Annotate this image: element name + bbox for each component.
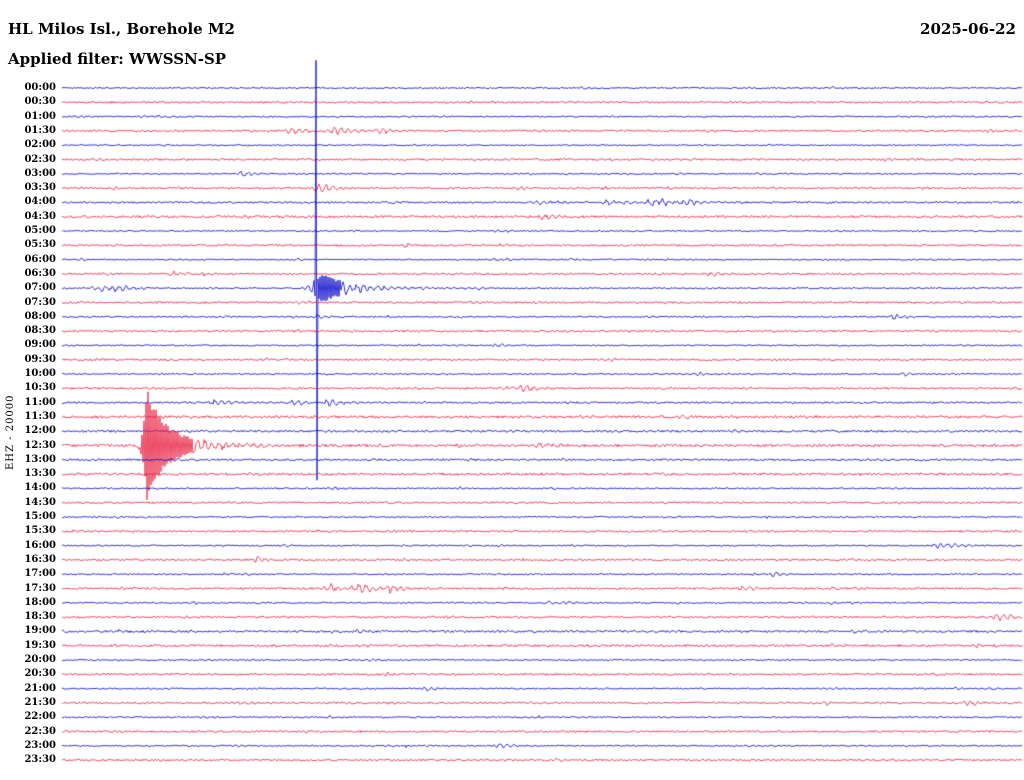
time-label: 08:30 [24,325,56,337]
time-label: 18:00 [24,596,56,608]
time-label: 07:30 [24,296,56,308]
time-label: 20:00 [24,654,56,665]
time-label: 08:00 [24,310,56,322]
time-label: 17:30 [24,582,56,594]
time-label: 01:30 [24,124,56,136]
time-label: 05:30 [24,239,56,251]
time-label: 04:00 [24,196,56,208]
time-label: 23:00 [24,739,56,751]
time-label: 09:00 [24,339,56,351]
time-label: 18:30 [24,611,56,623]
time-label: 13:00 [24,453,56,465]
time-label: 06:30 [24,267,56,279]
time-label: 20:30 [24,668,56,680]
time-label: 03:00 [24,167,56,179]
time-label: 02:30 [24,153,56,165]
time-label: 21:30 [24,696,56,708]
time-label: 09:30 [24,353,56,365]
time-label: 15:00 [24,511,56,522]
time-label: 07:00 [24,282,56,294]
time-label: 22:00 [24,711,56,723]
filter-label: Applied filter: WWSSN-SP [8,50,227,68]
time-label: 19:00 [24,625,56,637]
time-label: 21:00 [24,682,56,694]
time-label: 03:30 [24,182,56,194]
time-label: 11:00 [24,396,56,408]
time-label: 01:00 [24,110,56,122]
time-label: 06:00 [24,253,56,265]
time-label: 14:00 [24,482,56,494]
time-label: 04:30 [24,210,56,222]
time-label: 17:00 [24,568,56,580]
time-label: 10:00 [24,368,56,379]
time-label: 05:00 [24,225,56,236]
time-label: 13:30 [24,468,56,480]
time-label: 00:00 [24,82,56,93]
time-label: 16:00 [24,539,56,551]
station-title: HL Milos Isl., Borehole M2 [8,20,235,38]
time-label: 23:30 [24,754,56,766]
time-label: 16:30 [24,553,56,565]
record-date: 2025-06-22 [920,20,1016,38]
time-label: 00:30 [24,96,56,108]
time-label: 22:30 [24,725,56,737]
time-label: 14:30 [24,496,56,508]
time-label: 12:30 [24,439,56,451]
time-label: 02:00 [24,139,56,151]
time-label: 19:30 [24,639,56,651]
time-label: 11:30 [24,410,56,422]
time-label: 12:00 [24,425,56,437]
time-label: 15:30 [24,525,56,537]
time-label: 10:30 [24,382,56,394]
